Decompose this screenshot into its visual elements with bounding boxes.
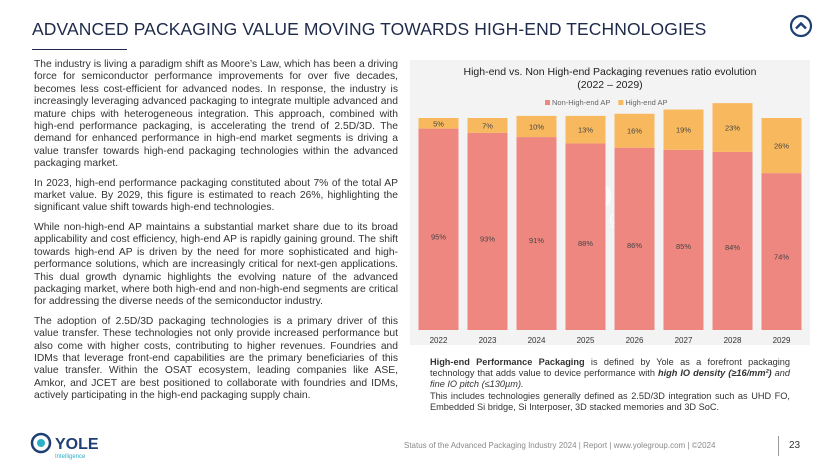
bar-segment bbox=[467, 118, 508, 133]
logo-name: YOLE bbox=[55, 436, 99, 453]
paragraph: The adoption of 2.5D/3D packaging techno… bbox=[34, 315, 398, 402]
page-number: 23 bbox=[789, 440, 801, 451]
bar-segment bbox=[663, 109, 704, 150]
slide-title: ADVANCED PACKAGING VALUE MOVING TOWARDS … bbox=[32, 19, 707, 39]
bar-segment bbox=[712, 103, 753, 152]
data-label: 93% bbox=[480, 234, 495, 243]
definition-part: and fine IO pitch (≤130µm). bbox=[430, 368, 790, 390]
data-label: 84% bbox=[725, 243, 740, 252]
bar-segment bbox=[761, 118, 802, 174]
data-label: 26% bbox=[774, 142, 789, 151]
x-tick-label: 2025 bbox=[577, 336, 595, 345]
legend-swatch bbox=[545, 100, 550, 105]
legend-label: High-end AP bbox=[625, 98, 667, 107]
definition-part: is defined by Yole as a forefront packag… bbox=[430, 357, 790, 379]
legend-label: Non-High-end AP bbox=[552, 98, 610, 107]
x-tick-label: 2027 bbox=[675, 336, 693, 345]
bar-segment bbox=[418, 128, 459, 330]
x-tick-label: 2028 bbox=[724, 336, 742, 345]
data-label: 23% bbox=[725, 124, 740, 133]
x-tick-label: 2026 bbox=[626, 336, 644, 345]
definition-text: High-end Performance Packaging is define… bbox=[430, 357, 790, 391]
data-label: 19% bbox=[676, 126, 691, 135]
definition-note: This includes technologies generally def… bbox=[430, 390, 790, 412]
data-label: 88% bbox=[578, 239, 593, 248]
logo-icon bbox=[37, 439, 45, 447]
paragraph: While non-high-end AP maintains a substa… bbox=[34, 221, 398, 308]
data-label: 5% bbox=[433, 119, 444, 128]
data-label: 91% bbox=[529, 236, 544, 245]
definition-part: high IO density (≥16/mm²) bbox=[657, 368, 772, 379]
logo: YOLE Intelligence bbox=[30, 432, 99, 460]
bar-segment bbox=[565, 115, 606, 144]
bar-segment bbox=[663, 149, 704, 330]
chart-subtitle: (2022 – 2029) bbox=[577, 79, 642, 91]
bar-segment bbox=[565, 143, 606, 330]
body-text: The industry is living a paradigm shift … bbox=[34, 59, 398, 410]
bar-segment bbox=[761, 173, 802, 330]
bar-segment bbox=[614, 113, 655, 148]
definition: High-end Performance Packaging is define… bbox=[430, 357, 790, 413]
paragraph: The industry is living a paradigm shift … bbox=[34, 59, 398, 170]
bar-segment bbox=[516, 115, 557, 138]
legend-swatch bbox=[618, 100, 624, 105]
logo-sub: Intelligence bbox=[55, 454, 86, 460]
footer: Status of the Advanced Packaging Industr… bbox=[404, 441, 716, 450]
paragraph: In 2023, high-end performance packaging … bbox=[34, 177, 398, 214]
data-label: 13% bbox=[578, 126, 593, 135]
definition-part: High-end Performance Packaging bbox=[430, 357, 585, 367]
chart-title: High-end vs. Non High-end Packaging reve… bbox=[463, 66, 756, 78]
title-rule bbox=[32, 49, 127, 50]
logo-icon bbox=[30, 432, 52, 454]
data-label: 86% bbox=[627, 241, 642, 250]
data-label: 85% bbox=[676, 242, 691, 251]
chart: High-end vs. Non High-end Packaging reve… bbox=[418, 66, 802, 345]
chart-panel: High-end vs. Non High-end Packaging reve… bbox=[410, 60, 810, 345]
data-label: 16% bbox=[627, 127, 642, 136]
bar-segment bbox=[516, 137, 557, 330]
x-tick-label: 2024 bbox=[528, 336, 546, 345]
x-tick-label: 2023 bbox=[479, 336, 497, 345]
data-label: 7% bbox=[482, 121, 493, 130]
bar-segment bbox=[614, 147, 655, 330]
scroll-top-icon[interactable] bbox=[789, 14, 813, 38]
bar-segment bbox=[418, 118, 459, 129]
data-label: 74% bbox=[774, 252, 789, 261]
x-tick-label: 2022 bbox=[430, 336, 448, 345]
bar-segment bbox=[712, 151, 753, 330]
bar-segment bbox=[467, 132, 508, 330]
data-label: 10% bbox=[529, 122, 544, 131]
data-label: 95% bbox=[431, 232, 446, 241]
footer-separator bbox=[778, 436, 779, 456]
x-tick-label: 2029 bbox=[773, 336, 791, 345]
